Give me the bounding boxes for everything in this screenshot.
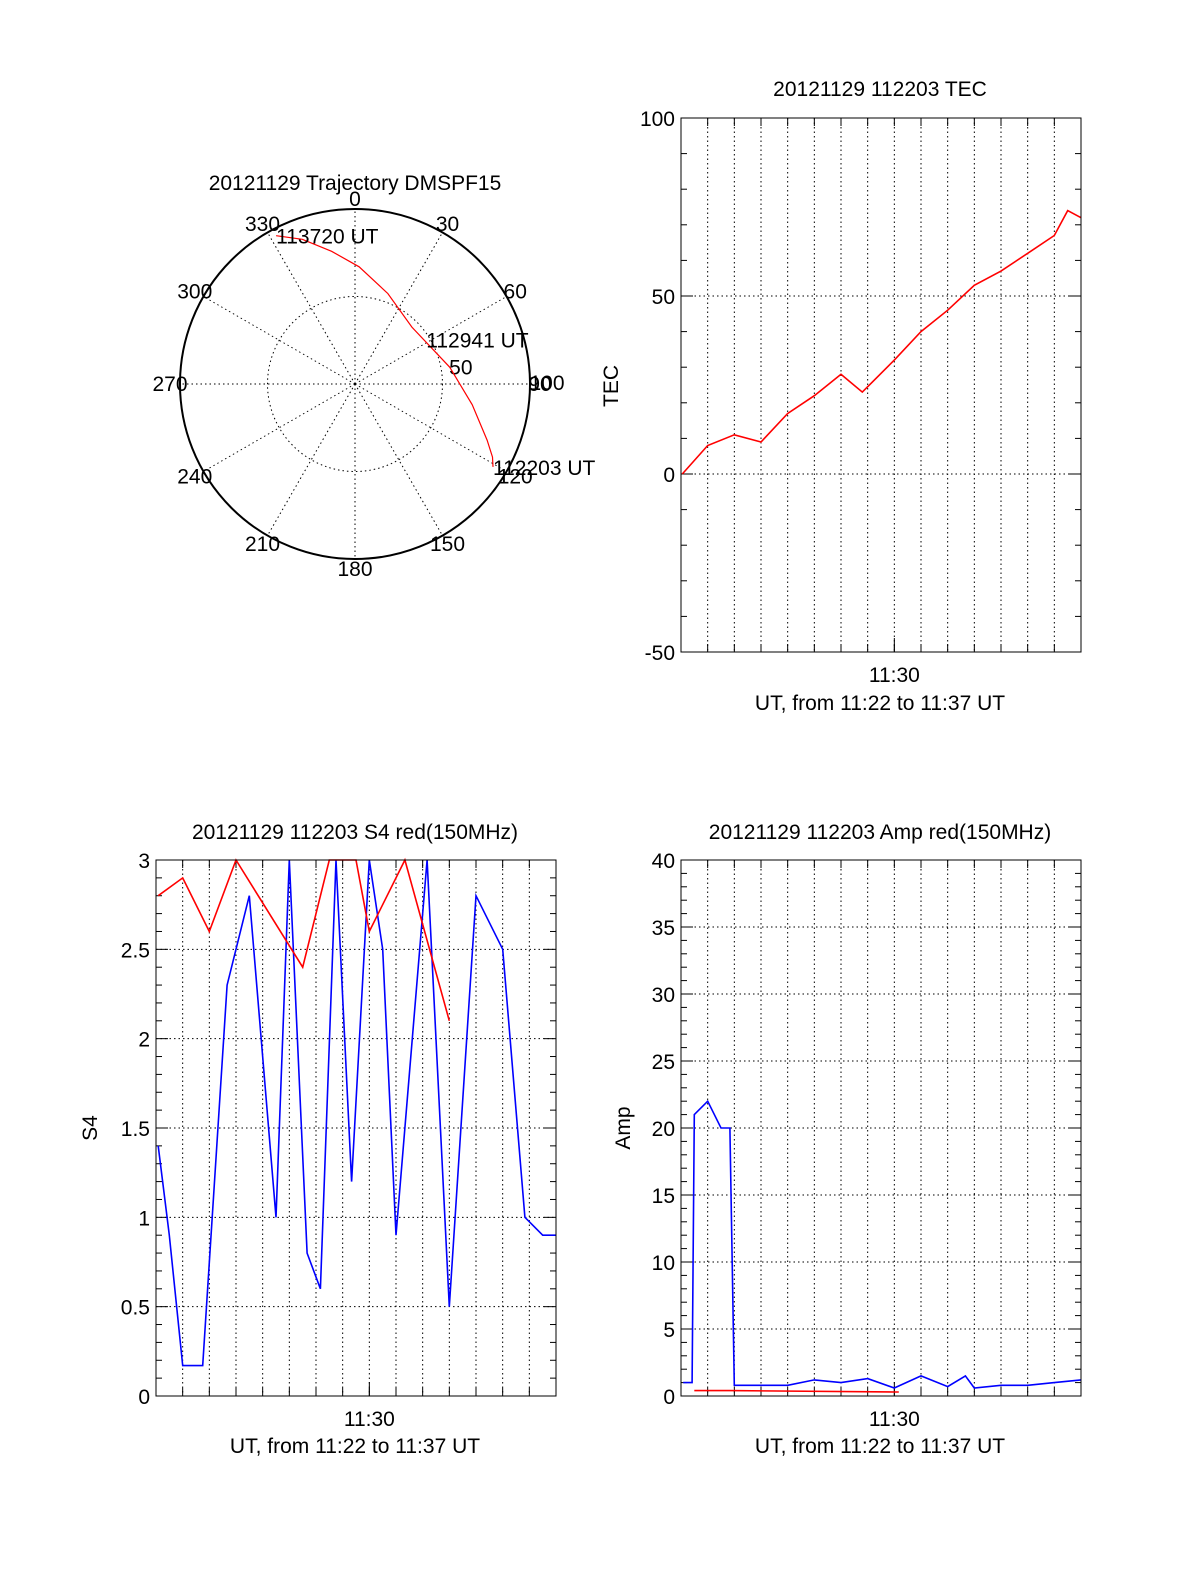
- polar-title: 20121129 Trajectory DMSPF15: [209, 172, 502, 195]
- polar-azimuth-label: 0: [349, 188, 361, 211]
- polar-radial-label: 50: [449, 357, 472, 380]
- x-tick-label: 11:30: [869, 664, 920, 687]
- polar-grid: [179, 208, 531, 560]
- y-tick-label: 0.5: [121, 1297, 150, 1320]
- y-tick-label: 2.5: [121, 939, 150, 962]
- polar-azimuth-label: 210: [245, 533, 280, 556]
- trajectory-time-label: 112203 UT: [493, 457, 596, 480]
- polar-azimuth-label: 300: [177, 281, 212, 304]
- y-tick-label: 40: [652, 850, 675, 873]
- plot-frame: [680, 859, 1082, 1397]
- amp-x-label: UT, from 11:22 to 11:37 UT: [755, 1435, 1005, 1458]
- y-tick-label: 50: [652, 286, 675, 309]
- y-tick-label: 30: [652, 984, 675, 1007]
- polar-radial-labels: 50 100: [449, 357, 564, 395]
- trajectory-time-label: 112941 UT: [426, 329, 529, 352]
- y-tick-label: 10: [652, 1252, 675, 1275]
- y-tick-label: 1: [138, 1207, 150, 1230]
- tec-plot-area: -50 0 50 100 11:30: [640, 108, 1082, 687]
- tec-title: 20121129 112203 TEC: [773, 78, 987, 101]
- x-tick-label: 11:30: [869, 1408, 920, 1431]
- amp-y-label: Amp: [612, 1106, 635, 1149]
- amp-plot-area: 0 5 10 15 20 25 30 35 40 11:30: [652, 850, 1082, 1431]
- polar-azimuth-label: 270: [152, 373, 187, 396]
- polar-azimuth-labels: 0 30 60 90 120 150 180 210 240 270 300 330: [152, 188, 551, 581]
- series-line: [683, 1099, 1082, 1389]
- y-tick-label: 0: [138, 1386, 150, 1409]
- y-tick-label: -50: [645, 642, 675, 665]
- polar-spoke: [267, 383, 356, 536]
- tec-panel: 20121129 112203 TEC -50 0 50 100 11:30 TEC U…: [600, 78, 1082, 715]
- trajectory-time-label: 113720 UT: [276, 226, 379, 249]
- polar-trajectory-panel: 20121129 Trajectory DMSPF15 0 30 60 90 120 15…: [152, 172, 595, 581]
- polar-outer-circle: [179, 208, 531, 560]
- y-tick-label: 0: [663, 1386, 675, 1409]
- series-line: [157, 859, 556, 1367]
- y-tick-label: 5: [663, 1319, 675, 1342]
- polar-azimuth-label: 240: [177, 466, 212, 489]
- series-line: [681, 209, 1082, 475]
- x-tick-label: 11:30: [344, 1408, 395, 1431]
- amp-title: 20121129 112203 Amp red(150MHz): [709, 821, 1051, 844]
- y-tick-label: 35: [652, 917, 675, 940]
- polar-azimuth-label: 60: [504, 281, 527, 304]
- s4-panel: 20121129 112203 S4 red(150MHz) 0 0.5 1 1.5 2…: [79, 821, 557, 1458]
- amp-panel: 20121129 112203 Amp red(150MHz) 0 5 10 15 20…: [612, 821, 1082, 1458]
- polar-azimuth-label: 330: [245, 213, 280, 236]
- polar-ring: [267, 296, 443, 472]
- s4-plot-area: 0 0.5 1 1.5 2 2.5 3 11:30: [121, 850, 557, 1431]
- tec-y-label: TEC: [600, 365, 623, 407]
- polar-azimuth-label: 180: [337, 558, 372, 581]
- y-tick-label: 25: [652, 1051, 675, 1074]
- s4-x-label: UT, from 11:22 to 11:37 UT: [230, 1435, 480, 1458]
- y-tick-label: 20: [652, 1118, 675, 1141]
- polar-spoke: [203, 383, 356, 472]
- trajectory-line: [276, 235, 494, 467]
- polar-radial-label: 100: [530, 372, 565, 395]
- y-tick-label: 15: [652, 1185, 675, 1208]
- polar-azimuth-label: 120: [498, 466, 533, 489]
- y-tick-label: 1.5: [121, 1118, 150, 1141]
- s4-title: 20121129 112203 S4 red(150MHz): [192, 821, 518, 844]
- y-tick-label: 2: [138, 1029, 150, 1052]
- series-line: [694, 1389, 899, 1393]
- y-tick-label: 0: [663, 464, 675, 487]
- polar-azimuth-label: 30: [436, 213, 459, 236]
- trajectory-annotations: 113720 UT 112941 UT 112203 UT: [276, 226, 595, 480]
- plot-frame: [680, 117, 1082, 653]
- tec-x-label: UT, from 11:22 to 11:37 UT: [755, 692, 1005, 715]
- polar-azimuth-label: 90: [528, 373, 551, 396]
- plot-frame: [155, 859, 557, 1397]
- series-line: [157, 857, 451, 1022]
- polar-azimuth-label: 150: [430, 533, 465, 556]
- y-tick-label: 3: [138, 850, 150, 873]
- y-tick-label: 100: [640, 108, 675, 131]
- s4-y-label: S4: [79, 1115, 102, 1141]
